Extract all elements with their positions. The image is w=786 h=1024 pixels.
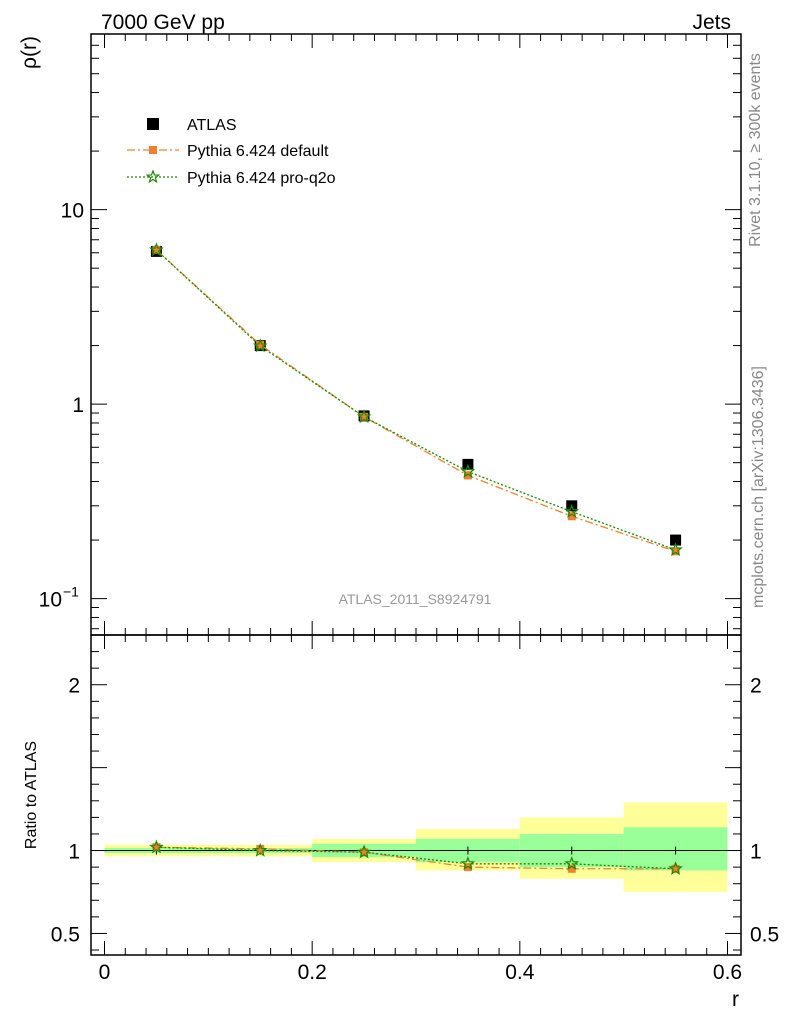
ratio-y-tick-label-right: 1 — [750, 841, 762, 864]
pythia-pro-q2o-point — [356, 409, 372, 424]
ratio-default-point — [256, 844, 265, 853]
energy-label: 7000 GeV pp — [101, 11, 225, 34]
ratio-y-tick-label: 0.5 — [51, 923, 80, 946]
ratio-y-tick-label-right: 0.5 — [750, 923, 779, 946]
ratio-default-point — [671, 864, 680, 873]
pythia-default-point — [671, 547, 680, 556]
pythia-default-point — [256, 340, 265, 349]
ratio-y-ticks — [91, 634, 741, 951]
ratio-y-axis-label: Ratio to ATLAS — [23, 741, 40, 849]
ratio-y-tick-label: 2 — [68, 675, 80, 698]
ratio-default-line — [156, 846, 676, 870]
y-tick-label-base: 10 — [39, 589, 62, 612]
ratio-default-point — [360, 848, 369, 857]
main-y-ticks — [91, 33, 741, 630]
atlas-data-point — [670, 534, 682, 546]
pythia-pro-q2o-point — [564, 503, 580, 518]
pythia-pro-q2o-point — [668, 542, 683, 557]
ratio-pro-q2o-line — [156, 846, 676, 870]
legend: ATLAS Pythia 6.424 default Pythia 6.424 pr… — [127, 117, 336, 187]
legend-default-marker — [149, 146, 157, 154]
rivet-version-label: Rivet 3.1.10, ≥ 300k events — [747, 53, 764, 247]
ratio-default-point — [152, 843, 161, 852]
y-tick-label-exponent: −1 — [63, 584, 79, 600]
x-tick-label: 0.2 — [298, 961, 327, 984]
ratio-pro-q2o-point — [668, 861, 683, 876]
legend-pro-q2o-marker — [145, 169, 161, 184]
x-tick-label: 0.6 — [713, 961, 742, 984]
ratio-bands — [104, 802, 728, 892]
ratio-pro-q2o-point — [356, 844, 372, 859]
pythia-default-point — [463, 471, 472, 480]
ratio-default-point — [463, 863, 472, 872]
legend-label: Pythia 6.424 default — [187, 143, 329, 160]
x-ticks — [103, 34, 729, 955]
legend-label: Pythia 6.424 pro-q2o — [187, 170, 336, 187]
pythia-pro-q2o-point — [252, 338, 268, 353]
ratio-pro-q2o-point — [564, 856, 580, 871]
y-tick-label: 10 — [61, 200, 84, 223]
ratio-y-tick-label: 1 — [68, 841, 80, 864]
ratio-plot-frame — [90, 634, 742, 956]
x-tick-label: 0.4 — [505, 961, 535, 984]
y-tick-label: 1 — [72, 394, 84, 417]
category-label: Jets — [692, 11, 731, 34]
mcplots-label: mcplots.cern.ch [arXiv:1306.3436] — [750, 366, 767, 608]
x-tick-label: 0 — [99, 961, 111, 984]
legend-label: ATLAS — [187, 117, 237, 134]
pythia-pro-q2o-point — [149, 242, 164, 257]
pythia-pro-q2o-line — [155, 249, 676, 551]
pythia-default-point — [360, 412, 369, 421]
main-y-axis-label: ρ(r) — [18, 36, 41, 69]
ratio-pro-q2o-point — [252, 842, 268, 857]
ratio-default-point — [567, 864, 576, 873]
x-axis-label: r — [732, 988, 739, 1011]
analysis-label: ATLAS_2011_S8924791 — [339, 591, 492, 607]
ratio-pro-q2o-point — [149, 839, 164, 854]
ratio-pro-q2o-point — [460, 856, 476, 871]
pythia-default-line — [155, 249, 676, 552]
pythia-pro-q2o-point — [460, 463, 476, 478]
legend-atlas-marker — [147, 118, 159, 130]
ratio-y-tick-label-right: 2 — [750, 675, 762, 698]
pythia-default-point — [152, 246, 161, 255]
pythia-default-point — [567, 512, 576, 521]
